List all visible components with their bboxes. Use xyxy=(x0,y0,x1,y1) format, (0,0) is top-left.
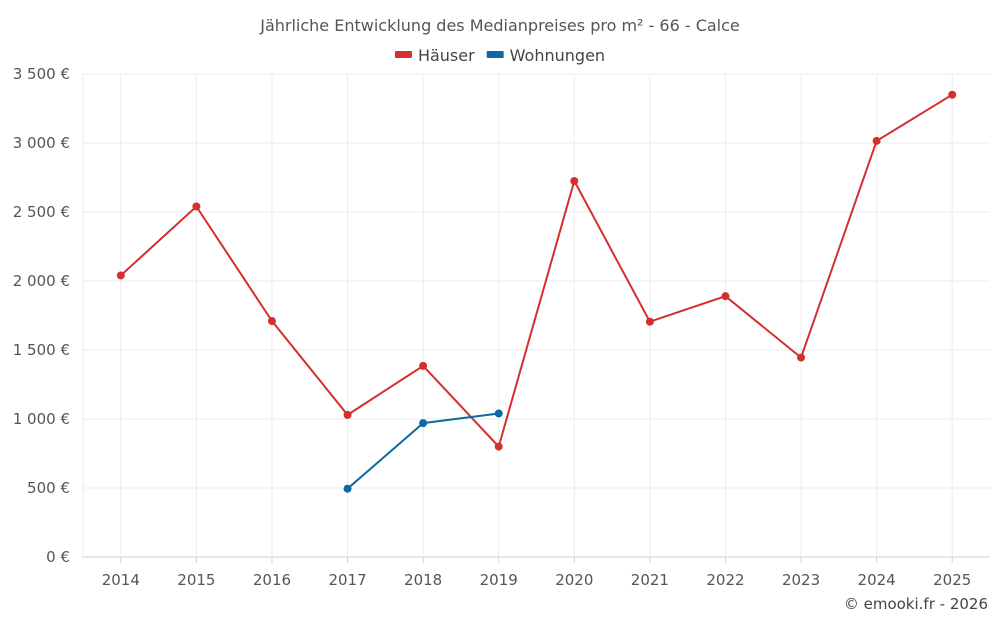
y-tick-label: 500 € xyxy=(27,479,70,497)
y-axis: 0 € 500 € 1 000 € 1 500 € 2 000 € 2 500 € 3 00… xyxy=(13,65,70,566)
x-tick-label: 2020 xyxy=(555,571,593,589)
series-0-line xyxy=(120,93,953,449)
legend: Häuser Wohnungen xyxy=(394,46,605,65)
series-0-point[interactable] xyxy=(267,317,276,326)
series-1-point[interactable] xyxy=(343,484,352,493)
y-tick-label: 3 000 € xyxy=(13,134,70,152)
series-0-point[interactable] xyxy=(570,176,579,185)
x-tick-label: 2021 xyxy=(631,571,669,589)
x-tick-label: 2018 xyxy=(404,571,442,589)
legend-swatch xyxy=(394,51,412,58)
series-1-point[interactable] xyxy=(494,409,503,418)
legend-label: Wohnungen xyxy=(510,46,605,65)
x-tick-label: 2023 xyxy=(782,571,820,589)
x-tick-label: 2022 xyxy=(706,571,744,589)
legend-swatch xyxy=(486,51,504,58)
grid xyxy=(82,73,990,558)
y-tick-label: 1 500 € xyxy=(13,341,70,359)
legend-item[interactable]: Wohnungen xyxy=(486,46,605,65)
series-0-point[interactable] xyxy=(872,136,881,145)
series-0-point[interactable] xyxy=(192,202,201,211)
legend-label: Häuser xyxy=(418,46,475,65)
x-tick-label: 2019 xyxy=(480,571,518,589)
y-tick-label: 2 500 € xyxy=(13,203,70,221)
series-group xyxy=(116,90,957,493)
y-tick-label: 2 000 € xyxy=(13,272,70,290)
series-0-point[interactable] xyxy=(419,361,428,370)
series-0-point[interactable] xyxy=(343,410,352,419)
series-0-point[interactable] xyxy=(494,442,503,451)
series-0 xyxy=(116,90,957,451)
y-tick-label: 3 500 € xyxy=(13,65,70,83)
series-0-point[interactable] xyxy=(797,353,806,362)
credit-text: © emooki.fr - 2026 xyxy=(844,595,988,613)
x-tick-label: 2024 xyxy=(858,571,896,589)
series-0-point[interactable] xyxy=(721,292,730,301)
x-tick-label: 2017 xyxy=(328,571,366,589)
x-axis: 2014 2015 2016 2017 2018 2019 2020 2021 2022 2023… xyxy=(102,557,971,589)
x-tick-label: 2014 xyxy=(102,571,140,589)
series-0-point[interactable] xyxy=(116,271,125,280)
x-tick-label: 2016 xyxy=(253,571,291,589)
series-1-point[interactable] xyxy=(419,419,428,428)
chart-title: Jährliche Entwicklung des Medianpreises … xyxy=(259,16,740,35)
series-1 xyxy=(343,409,503,493)
y-tick-label: 0 € xyxy=(46,548,70,566)
legend-item[interactable]: Häuser xyxy=(394,46,475,65)
series-0-point[interactable] xyxy=(948,90,957,99)
x-tick-label: 2015 xyxy=(177,571,215,589)
x-tick-label: 2025 xyxy=(933,571,971,589)
series-0-point[interactable] xyxy=(645,317,654,326)
y-tick-label: 1 000 € xyxy=(13,410,70,428)
